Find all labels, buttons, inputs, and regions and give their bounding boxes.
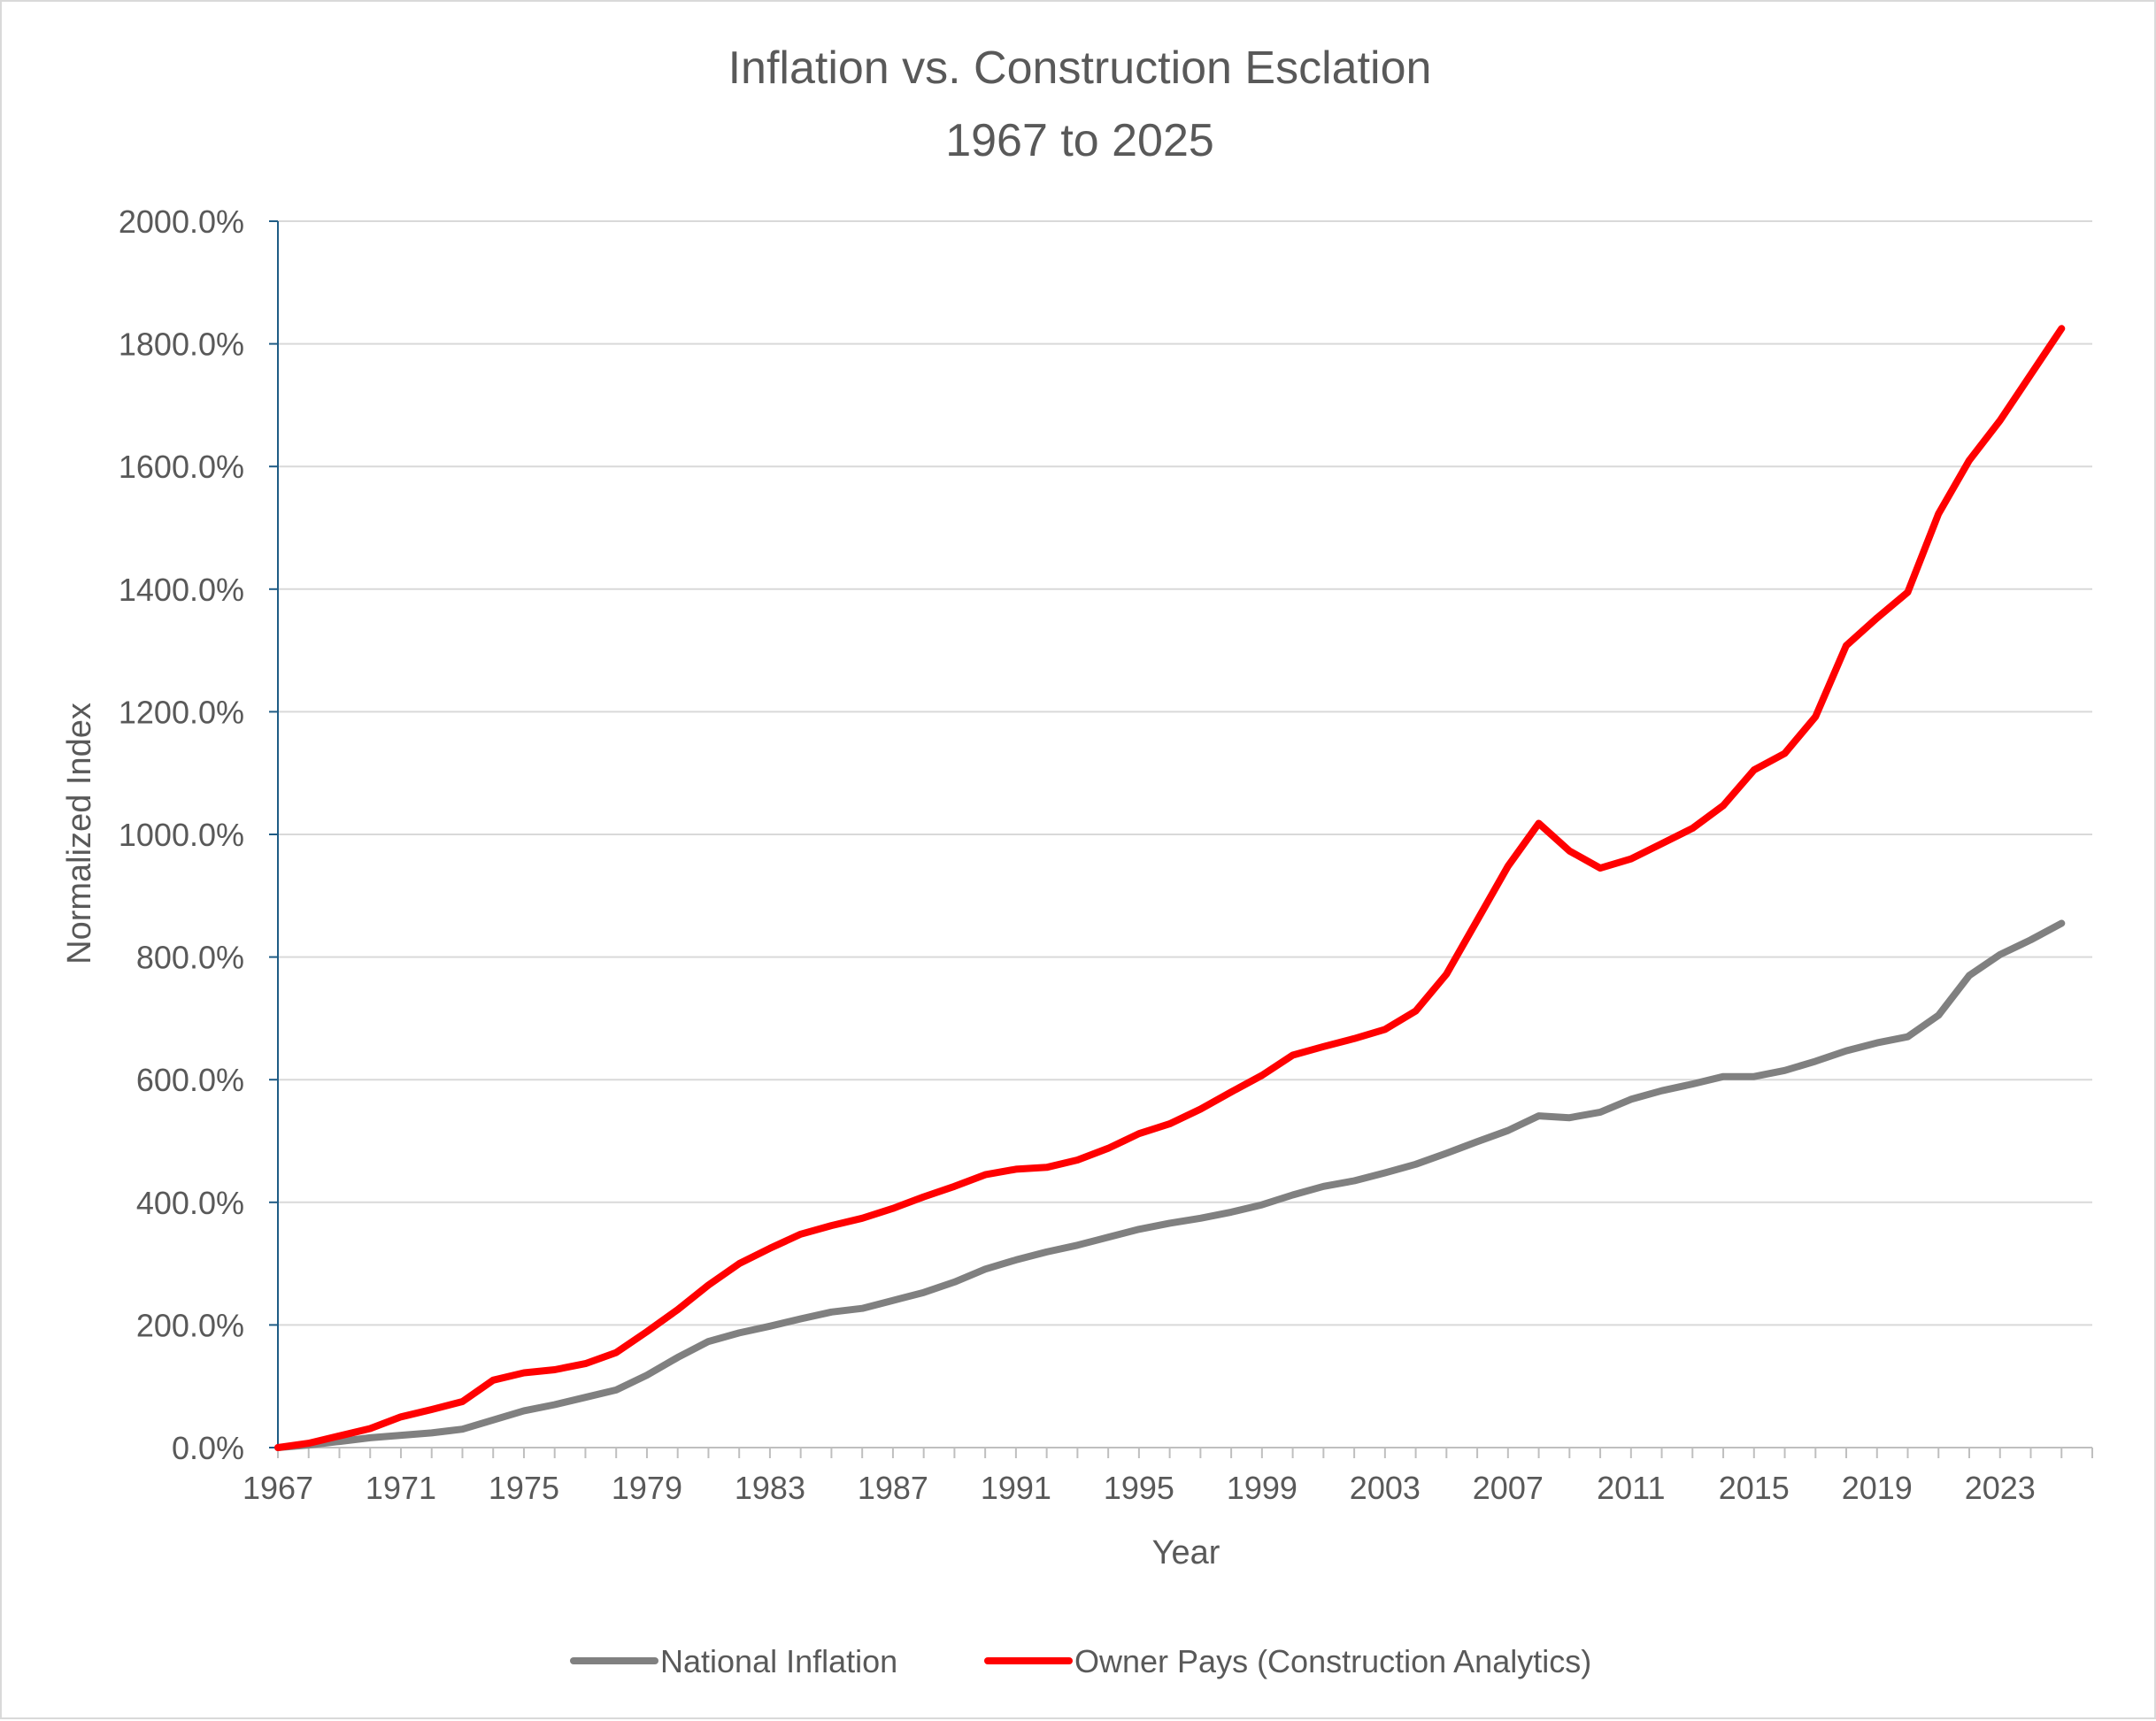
axes <box>269 220 2093 1458</box>
gridlines <box>278 220 2092 1326</box>
series-line-national-inflation <box>274 919 2066 1451</box>
y-tick-label: 0.0% <box>172 1430 244 1466</box>
legend: National Inflation Owner Pays (Constructi… <box>570 1643 1591 1679</box>
y-tick-label: 1600.0% <box>119 449 244 485</box>
x-tick-label: 1975 <box>489 1470 559 1506</box>
x-tick-label: 2019 <box>1842 1470 1913 1506</box>
y-tick-label: 800.0% <box>136 940 244 976</box>
series-lines <box>274 325 2066 1451</box>
chart-title-line-2: 1967 to 2025 <box>945 115 1214 166</box>
series-line-owner-pays <box>274 325 2066 1451</box>
x-tick-label: 2011 <box>1597 1470 1665 1506</box>
chart-title-line-1: Inflation vs. Construction Esclation <box>728 42 1432 94</box>
legend-label: Owner Pays (Construction Analytics) <box>1074 1643 1591 1679</box>
y-axis-title: Normalized Index <box>61 703 98 964</box>
x-tick-label: 1995 <box>1104 1470 1174 1506</box>
y-tick-label: 1800.0% <box>119 327 244 363</box>
legend-entry-national-inflation: National Inflation <box>570 1643 897 1679</box>
x-tick-label: 2003 <box>1350 1470 1421 1506</box>
x-tick-label: 1991 <box>981 1470 1051 1506</box>
y-tick-labels: 0.0% 200.0% 400.0% 600.0% 800.0% 1000.0% 1200.… <box>119 204 244 1466</box>
x-tick-label: 2023 <box>1965 1470 2036 1506</box>
x-tick-label: 1983 <box>735 1470 805 1506</box>
y-tick-label: 200.0% <box>136 1307 244 1343</box>
x-tick-labels: 1967 1971 1975 1979 1983 1987 1991 1995 1999 2003… <box>243 1470 2036 1506</box>
x-tick-label: 1987 <box>858 1470 928 1506</box>
y-tick-label: 400.0% <box>136 1185 244 1221</box>
legend-entry-owner-pays: Owner Pays (Construction Analytics) <box>984 1643 1591 1679</box>
x-tick-label: 1979 <box>612 1470 682 1506</box>
x-tick-label: 1971 <box>366 1470 436 1506</box>
y-tick-label: 1000.0% <box>119 817 244 853</box>
legend-label: National Inflation <box>660 1643 897 1679</box>
y-tick-label: 600.0% <box>136 1062 244 1098</box>
x-tick-label: 1999 <box>1227 1470 1297 1506</box>
y-tick-label: 1200.0% <box>119 694 244 730</box>
x-tick-label: 2007 <box>1473 1470 1544 1506</box>
x-axis-title: Year <box>1152 1534 1220 1571</box>
y-tick-label: 1400.0% <box>119 572 244 608</box>
x-tick-label: 2015 <box>1719 1470 1790 1506</box>
y-tick-label: 2000.0% <box>119 204 244 240</box>
x-tick-label: 1967 <box>243 1470 313 1506</box>
